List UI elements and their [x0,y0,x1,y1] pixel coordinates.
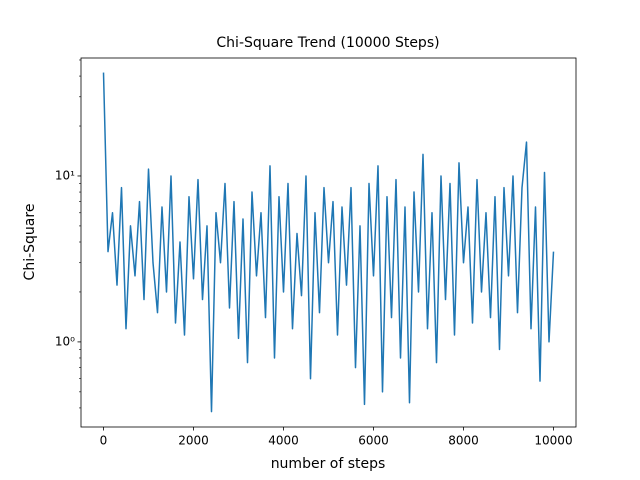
y-axis-label: Chi-Square [22,204,38,281]
x-axis-label: number of steps [271,456,386,472]
chart-title: Chi-Square Trend (10000 Steps) [216,35,439,51]
x-tick-label: 0 [100,434,108,448]
x-tick-label: 4000 [268,434,299,448]
x-tick-label: 2000 [178,434,209,448]
x-tick-label: 8000 [448,434,479,448]
y-tick-label: 10⁰ [55,334,75,348]
y-tick-label: 10¹ [55,168,75,182]
x-tick-label: 10000 [534,434,572,448]
plot-frame [80,57,577,428]
data-line [102,72,555,413]
x-tick-label: 6000 [358,434,389,448]
